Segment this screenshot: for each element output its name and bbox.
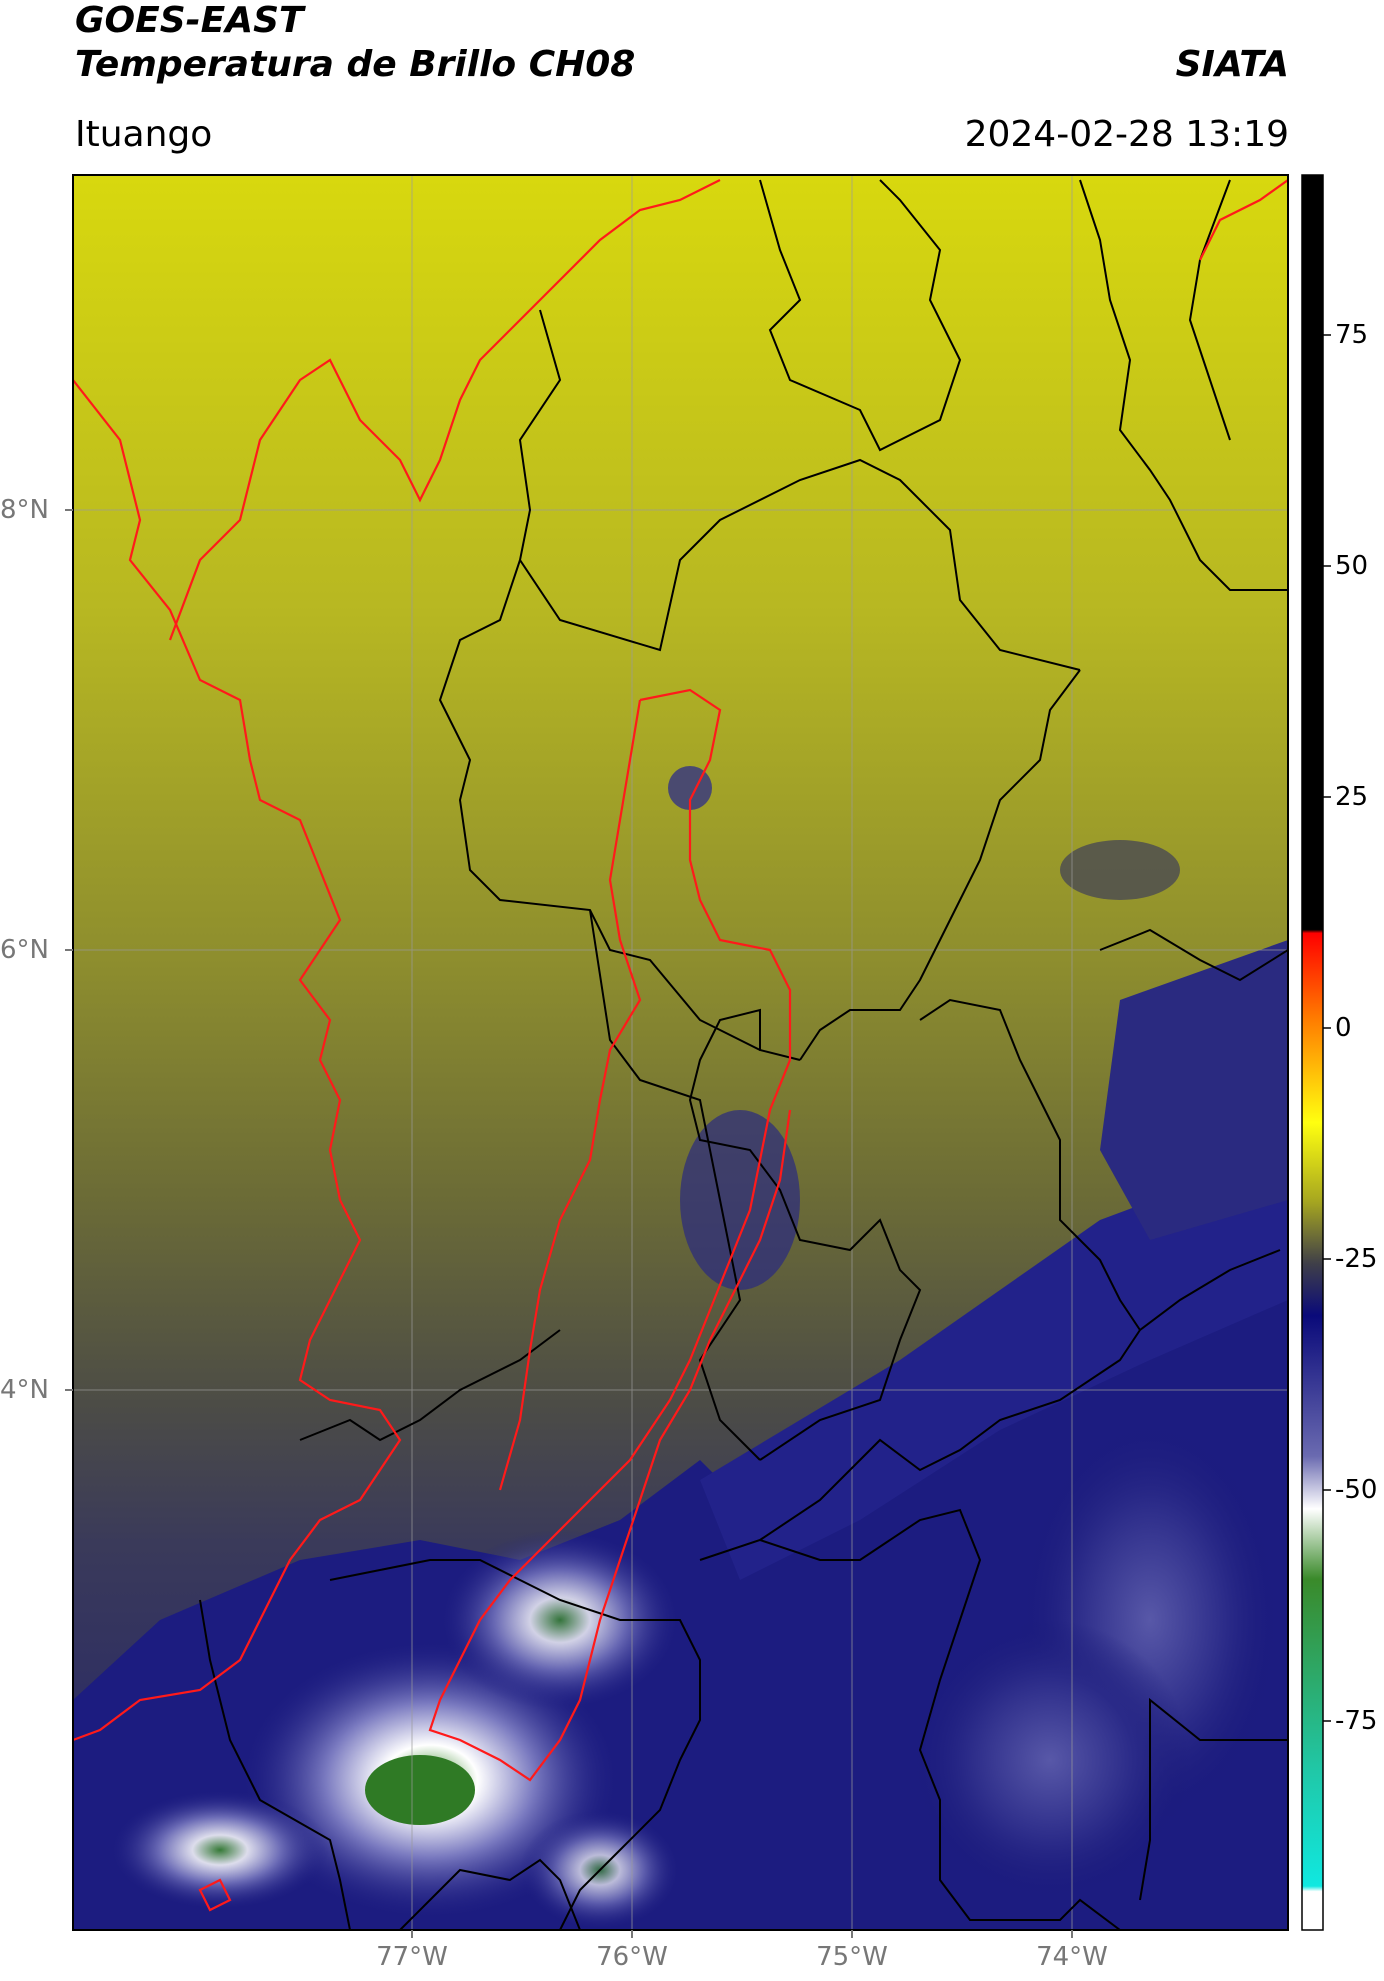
region-label: Ituango <box>75 114 213 155</box>
datetime-label: 2024-02-28 13:19 <box>964 114 1289 155</box>
colorbar-label: -25 <box>1335 1244 1378 1274</box>
colorbar-label: -50 <box>1335 1475 1378 1505</box>
colorbar <box>1302 175 1323 1930</box>
graticule <box>73 175 1288 1930</box>
colorbar-label: 75 <box>1335 320 1369 350</box>
lon-label-77w: 77°W <box>376 1942 448 1972</box>
lat-ticks <box>65 509 73 1391</box>
lat-label-6n: 6°N <box>0 935 49 965</box>
colorbar-ticks <box>1323 334 1331 1722</box>
lat-label-8n: 8°N <box>0 495 49 525</box>
lon-label-75w: 75°W <box>816 1942 888 1972</box>
map-panel <box>73 175 1288 1930</box>
lon-label-76w: 76°W <box>596 1942 668 1972</box>
lat-label-4n: 4°N <box>0 1375 49 1405</box>
satellite-title: GOES-EAST <box>75 0 304 41</box>
colorbar-label: -75 <box>1335 1706 1378 1736</box>
colorbar-label: 50 <box>1335 551 1369 581</box>
map-frame <box>72 174 1289 1931</box>
product-title: Temperatura de Brillo CH08 <box>75 44 636 85</box>
lon-ticks <box>411 1930 1073 1938</box>
colorbar-label: 0 <box>1335 1013 1352 1043</box>
lon-label-74w: 74°W <box>1036 1942 1108 1972</box>
coastline-and-basin-outline <box>73 179 1288 1912</box>
brand-label: SIATA <box>1175 44 1289 85</box>
colorbar-label: 25 <box>1335 782 1369 812</box>
department-borders <box>199 179 1288 1930</box>
